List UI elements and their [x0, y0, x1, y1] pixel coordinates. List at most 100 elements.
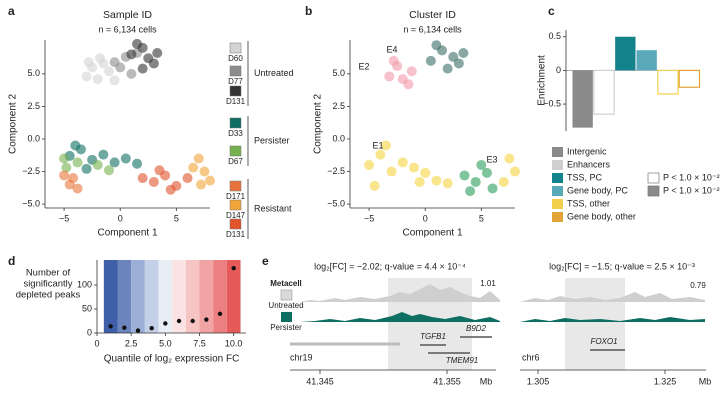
y-tick-label: 5.0: [27, 68, 40, 78]
point: [504, 153, 515, 164]
legend-swatch: [647, 185, 660, 197]
point: [199, 166, 210, 177]
y-tick-label: −5.0: [327, 198, 345, 208]
legend-swatch: [229, 180, 242, 192]
y-axis-label: Component 2: [8, 94, 19, 154]
quantile-band: [103, 260, 118, 333]
legend-swatch: [229, 218, 242, 230]
quantile-band: [131, 260, 145, 333]
point: [453, 58, 464, 69]
bar: [572, 70, 593, 128]
genome-tracks: e log₂[FC] = −2.02; q-value = 4.4 × 10⁻⁴…: [262, 254, 711, 386]
legend-swatch: [552, 147, 563, 157]
point: [476, 160, 487, 171]
cluster-label: E4: [386, 44, 397, 54]
x-tick-label: 2.5: [125, 338, 138, 348]
dot: [190, 318, 195, 324]
y-axis-label: Enrichment: [537, 55, 548, 106]
point: [132, 38, 143, 49]
y-axis-label: depleted peaks: [16, 290, 81, 301]
legend-label: D77: [228, 77, 243, 86]
y-tick-label: 100: [77, 279, 92, 289]
x-axis-label: Component 1: [402, 228, 462, 239]
dot: [217, 311, 223, 316]
locus-title: log₂[FC] = −2.02; q-value = 4.4 × 10⁻⁴: [314, 261, 466, 271]
point: [109, 157, 120, 168]
unit-label: Mb: [699, 376, 712, 386]
point: [510, 166, 520, 177]
point: [205, 175, 215, 186]
point: [103, 165, 114, 176]
quantile-band: [117, 260, 132, 333]
chrom-label: chr6: [522, 352, 540, 362]
y-tick-label: −2.5: [327, 166, 345, 176]
legend-group: Resistant: [254, 203, 292, 213]
y-tick-label: −2.5: [22, 166, 40, 176]
point: [137, 63, 148, 74]
point: [487, 183, 498, 194]
x-tick-label: −5: [364, 213, 374, 223]
track-label: Untreated: [268, 301, 303, 310]
quantile-band: [226, 260, 241, 333]
gene-label: TGFB1: [420, 332, 446, 341]
unit-label: Mb: [480, 376, 493, 386]
point: [425, 55, 436, 66]
point: [386, 166, 397, 177]
point: [68, 173, 79, 184]
point: [126, 68, 137, 79]
bar: [636, 50, 657, 71]
point: [196, 179, 207, 190]
locus-title: log₂[FC] = −1.5; q-value = 2.5 × 10⁻³: [549, 261, 695, 271]
legend-label: D131: [226, 230, 246, 239]
x-axis-label: Quantile of log₂ expression FC: [104, 354, 240, 365]
y-tick-label: −5.0: [22, 198, 40, 208]
point: [132, 158, 143, 169]
legend-label: Gene body, PC: [567, 185, 628, 195]
x-tick-label: 0: [94, 338, 99, 348]
point: [442, 63, 453, 74]
coord-label: 41.345: [306, 376, 334, 386]
scale-max: 0.79: [690, 281, 706, 290]
y-axis-label: Number of: [26, 268, 71, 279]
chart-subtitle: n = 6,134 cells: [98, 24, 157, 34]
dot: [149, 325, 154, 331]
legend-swatch: [552, 173, 563, 183]
point: [380, 140, 391, 151]
point: [109, 75, 120, 86]
point: [397, 157, 408, 168]
y-tick-label: 0: [87, 327, 92, 337]
panel-label: e: [262, 254, 269, 268]
legend-label: TSS, PC: [567, 172, 603, 182]
point: [431, 40, 442, 51]
chart-subtitle: n = 6,134 cells: [403, 24, 462, 34]
point: [442, 178, 453, 189]
bar: [678, 69, 701, 88]
legend-swatch: [647, 172, 660, 184]
highlight: [565, 278, 625, 370]
track-title: Metacell: [270, 279, 302, 288]
quantile-band: [213, 260, 227, 333]
point: [498, 176, 509, 187]
legend-group: Untreated: [254, 68, 294, 78]
gene-label: B9D2: [466, 324, 487, 333]
point: [408, 162, 419, 173]
point: [375, 149, 386, 160]
point: [165, 184, 176, 195]
quantile-band: [172, 260, 186, 333]
x-axis-label: Component 1: [97, 228, 157, 239]
legend-label: D171: [226, 192, 246, 201]
legend-swatch: [229, 199, 242, 211]
y-tick-label: 2.5: [332, 101, 345, 111]
point: [364, 160, 375, 171]
point: [83, 57, 94, 68]
y-tick-label: 5.0: [332, 68, 345, 78]
legend-swatch: [229, 42, 242, 54]
bar: [593, 69, 615, 115]
point: [154, 165, 165, 176]
point: [414, 176, 425, 187]
coverage-untreated: [520, 292, 705, 302]
point: [182, 173, 193, 184]
legend-swatch: [229, 117, 242, 129]
cluster-label: E2: [358, 61, 369, 71]
